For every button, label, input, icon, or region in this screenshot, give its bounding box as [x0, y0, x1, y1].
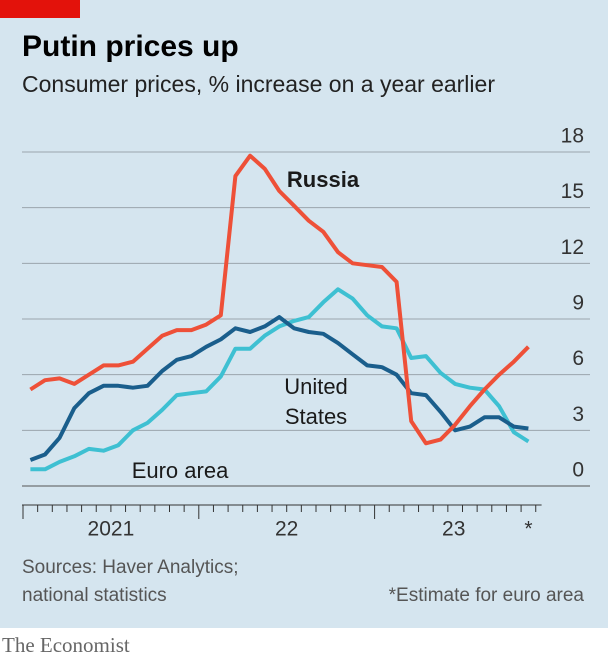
y-tick-label: 0: [572, 459, 584, 482]
series-line: [29, 315, 529, 462]
x-tick-label: 2021: [88, 518, 135, 541]
y-tick-label: 18: [561, 125, 584, 148]
series-line: [29, 153, 530, 446]
y-tick-label: 15: [561, 180, 584, 203]
source: Sources: Haver Analytics; national stati…: [22, 557, 239, 606]
y-tick-label: 3: [572, 403, 584, 426]
brand: The Economist: [2, 633, 130, 657]
x-tick-label: 23: [442, 518, 465, 541]
footer-band: [0, 628, 608, 662]
footnote: *Estimate for euro area: [389, 585, 585, 606]
y-tick-label: 9: [572, 292, 584, 315]
x-tick-label: 22: [275, 518, 298, 541]
chart-subtitle: Consumer prices, % increase on a year ea…: [22, 71, 495, 97]
brand-tag: [0, 0, 80, 18]
series-label: United States: [284, 374, 348, 429]
chart-title: Putin prices up: [22, 30, 239, 63]
y-tick-label: 6: [572, 347, 584, 370]
series-label: Russia: [286, 167, 360, 192]
x-tick-label: *: [524, 518, 532, 541]
series-line: [30, 287, 530, 472]
series-label: Euro area: [131, 458, 229, 483]
y-tick-label: 12: [561, 236, 584, 259]
